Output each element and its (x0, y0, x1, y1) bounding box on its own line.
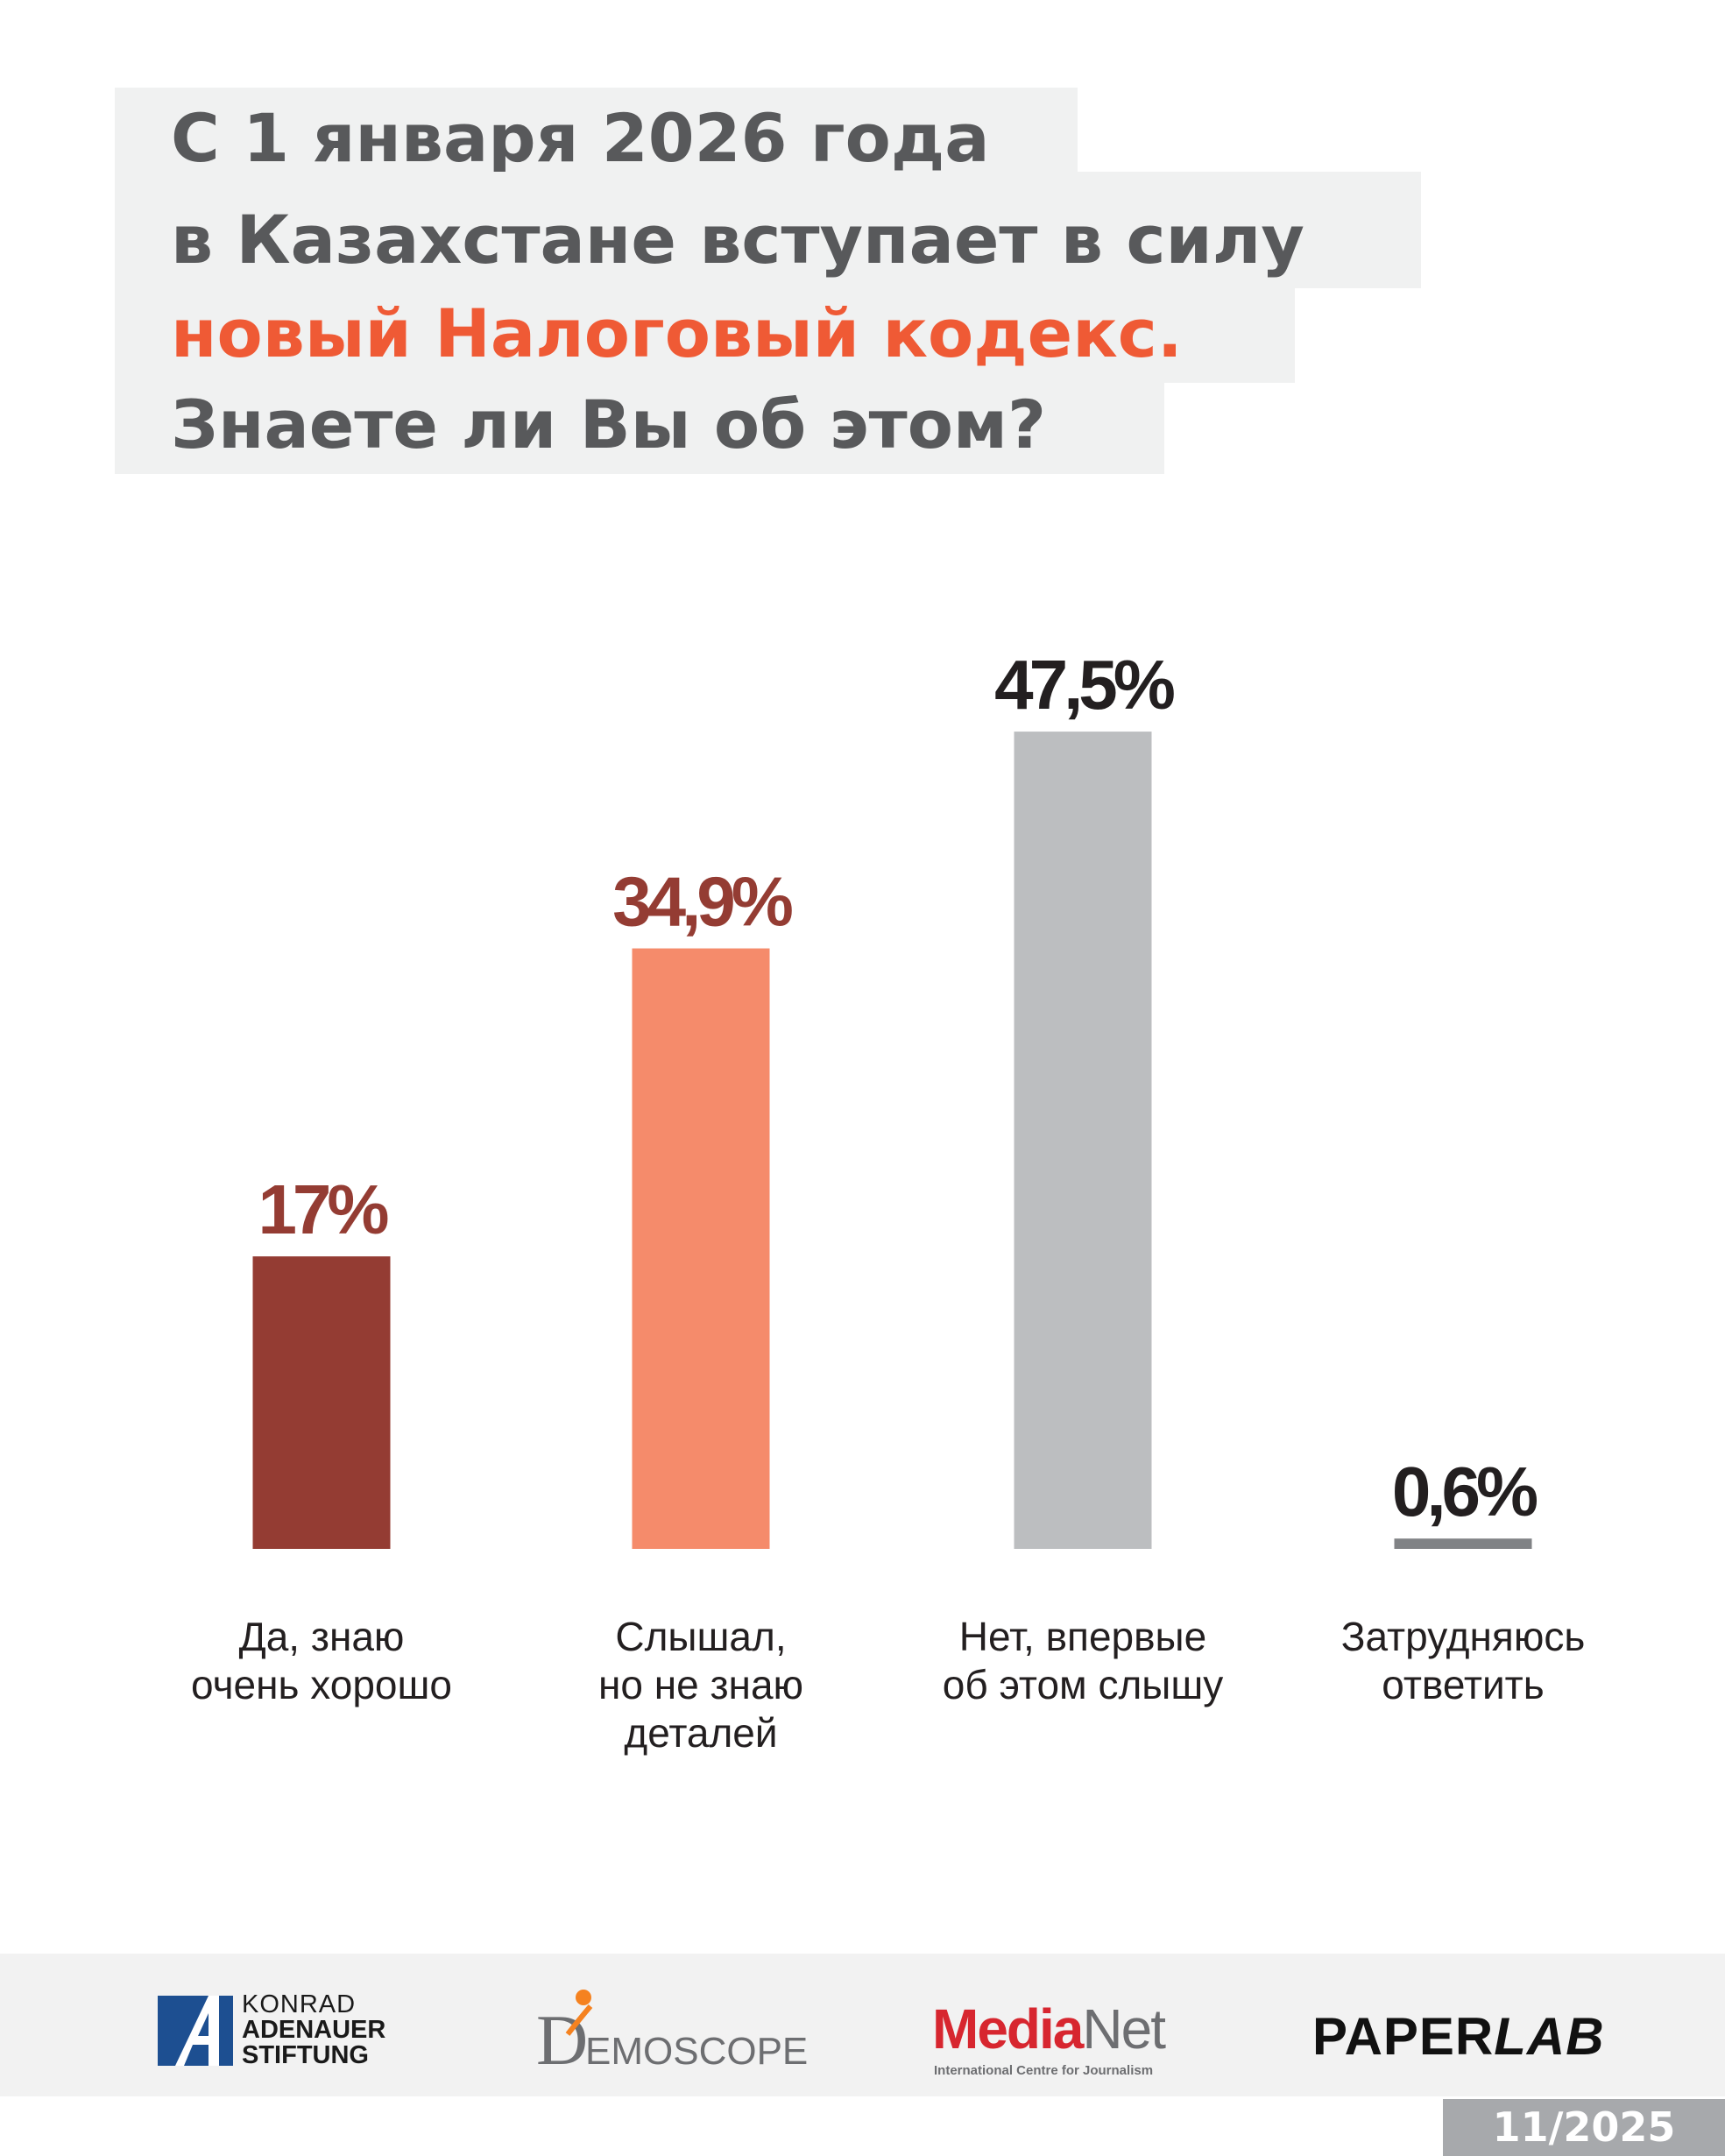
medianet-media: MediaNet (932, 1997, 1166, 2061)
value-label-4: 0,6% (1392, 1453, 1538, 1530)
demoscope-dot-icon (576, 1990, 591, 2005)
title-line-3-highlight: новый Налоговый кодекс. (115, 288, 1295, 383)
demoscope-initial: D (536, 2000, 588, 2080)
category-label-1-line-2: очень хорошо (191, 1662, 452, 1707)
date-badge: 11/2025 (1443, 2099, 1725, 2156)
title-line-4-question: Знаете ли Вы об этом? (115, 383, 1164, 474)
konrad-adenauer-logo-icon (158, 1996, 233, 2066)
medianet-media-text: Media (932, 1997, 1085, 2061)
medianet-net-text: Net (1082, 1997, 1166, 2061)
konrad-adenauer-wordmark: KONRAD ADENAUER STIFTUNG (242, 1992, 385, 2068)
bar-chart: 17% Да, знаю очень хорошо 34,9% Слышал, но не… (191, 646, 1586, 1756)
paperlab-lab: LAB (1494, 2007, 1605, 2066)
category-label-4: Затрудняюсь ответить (1341, 1614, 1586, 1707)
kas-line-1: KONRAD (242, 1990, 357, 2018)
category-label-2-line-1: Слышал, (615, 1614, 786, 1659)
category-label-1-line-1: Да, знаю (239, 1614, 405, 1659)
paperlab-logo: PAPERLAB (1312, 2006, 1605, 2067)
title-line-1: С 1 января 2026 года (115, 88, 1078, 176)
medianet-subtitle: International Centre for Journalism (934, 2063, 1153, 2078)
footer-logos: KONRAD ADENAUER STIFTUNG D EMOSCOPE Medi… (0, 1954, 1725, 2096)
category-label-2-line-3: деталей (624, 1710, 777, 1756)
category-label-4-line-2: ответить (1382, 1662, 1544, 1707)
bar-3 (1014, 732, 1152, 1549)
category-label-4-line-1: Затрудняюсь (1341, 1614, 1586, 1659)
category-label-3: Нет, впервые об этом слышу (943, 1614, 1224, 1707)
kas-line-3: STIFTUNG (242, 2041, 369, 2069)
bar-2 (632, 948, 770, 1549)
category-label-2-line-2: но не знаю (598, 1662, 803, 1707)
demoscope-logo: D EMOSCOPE (536, 1990, 808, 2080)
category-label-1: Да, знаю очень хорошо (191, 1614, 452, 1707)
medianet-logo: MediaNet International Centre for Journa… (932, 1997, 1168, 2078)
title-line-2: в Казахстане вступает в силу (115, 172, 1421, 288)
demoscope-wordmark: EMOSCOPE (585, 2030, 808, 2073)
value-label-1: 17% (258, 1170, 388, 1248)
paperlab-paper: PAPER (1312, 2007, 1495, 2066)
category-label-3-line-2: об этом слышу (943, 1662, 1224, 1707)
category-label-3-line-1: Нет, впервые (959, 1614, 1206, 1659)
category-label-2: Слышал, но не знаю деталей (598, 1614, 803, 1756)
demoscope-figure-icon (565, 2004, 593, 2036)
bar-1 (252, 1256, 391, 1549)
bar-4 (1394, 1538, 1532, 1549)
value-label-2: 34,9% (612, 863, 793, 941)
value-label-3: 47,5% (994, 646, 1175, 724)
kas-line-2: ADENAUER (242, 2016, 386, 2044)
